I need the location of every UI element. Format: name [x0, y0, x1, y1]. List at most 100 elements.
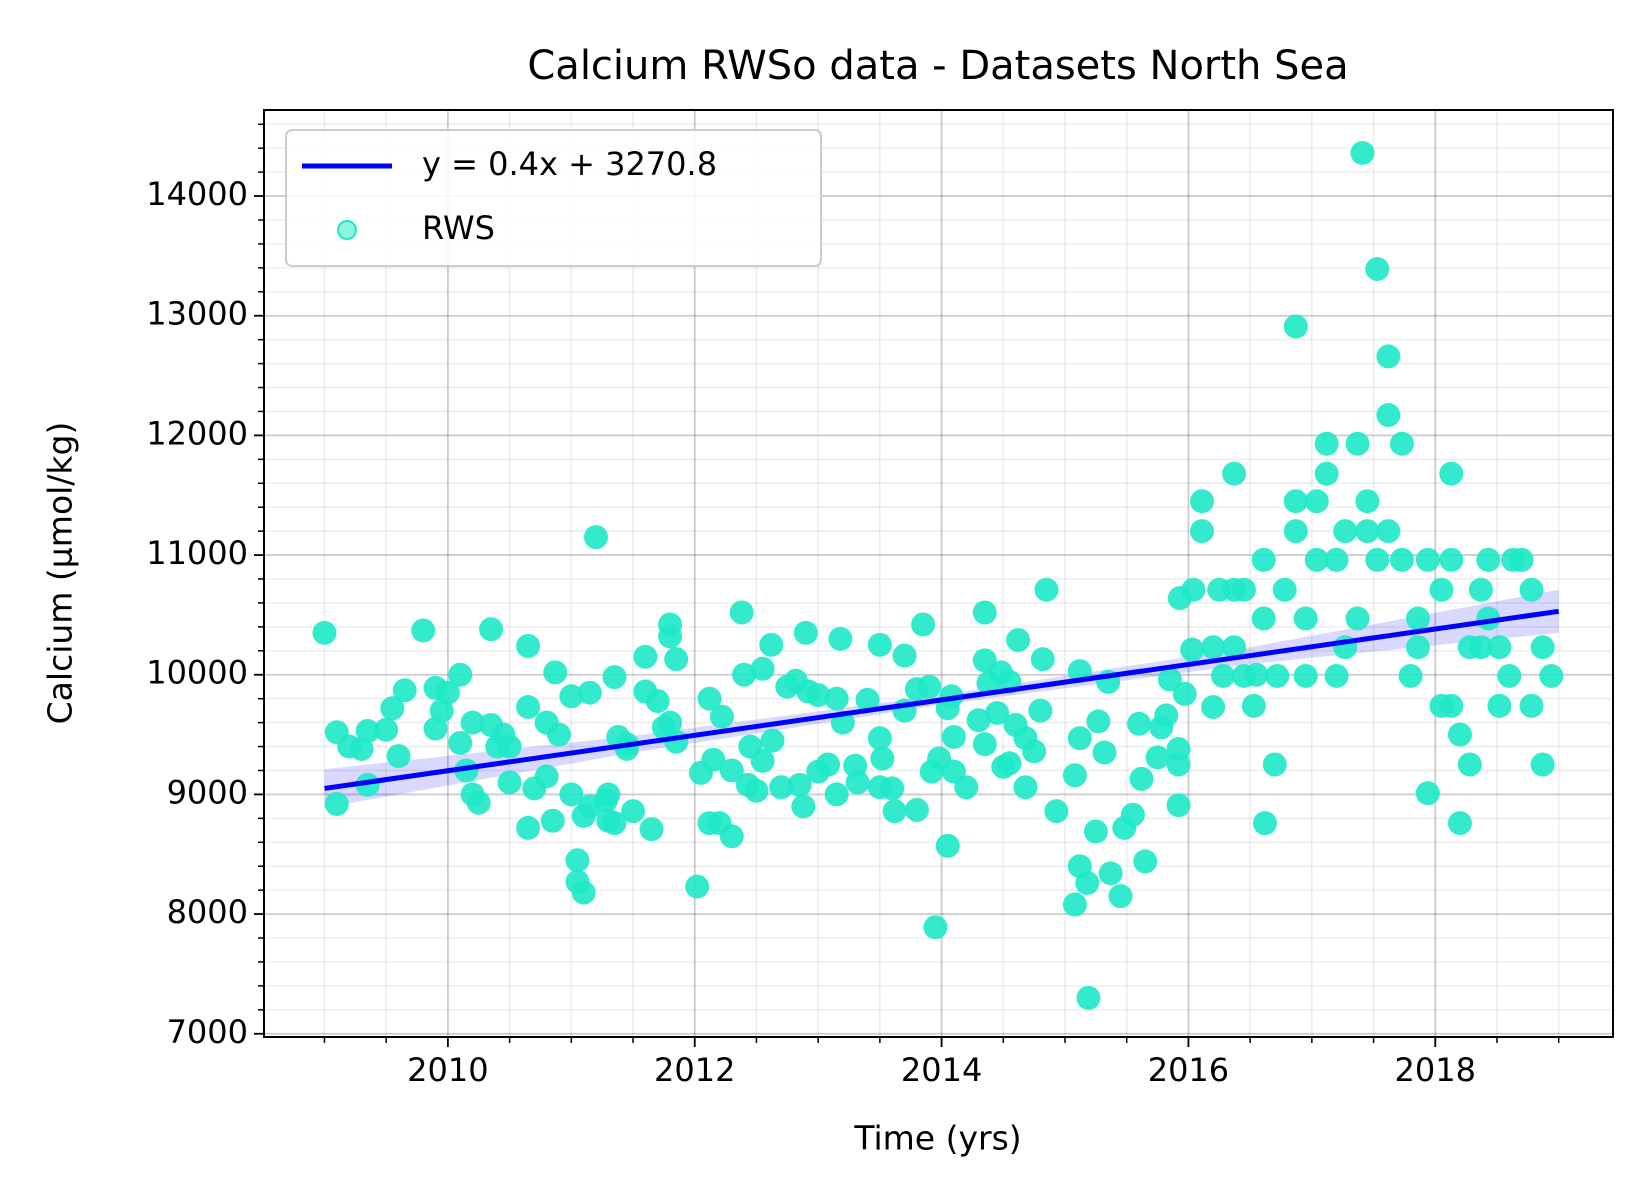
data-point	[1034, 577, 1059, 602]
data-point	[460, 710, 485, 735]
data-point	[867, 632, 892, 657]
data-point	[1376, 403, 1401, 428]
data-point	[824, 686, 849, 711]
data-point	[602, 811, 627, 836]
data-point	[1145, 745, 1170, 770]
data-point	[324, 791, 349, 816]
data-point	[1222, 461, 1247, 486]
data-point	[516, 815, 541, 840]
data-point	[750, 656, 775, 681]
data-point	[806, 683, 831, 708]
data-point	[923, 915, 948, 940]
trend-line	[324, 608, 1560, 791]
data-point	[732, 662, 757, 687]
data-point	[1262, 752, 1287, 777]
y-tick-label: 9000	[167, 773, 248, 811]
data-point	[1376, 344, 1401, 369]
data-point	[760, 728, 785, 753]
data-point	[1231, 577, 1256, 602]
data-point	[1283, 519, 1308, 544]
data-point	[1172, 681, 1197, 706]
data-point	[411, 618, 436, 643]
y-tick-label: 11000	[146, 534, 248, 572]
data-point	[645, 689, 670, 714]
data-point	[1251, 547, 1276, 572]
data-point	[1013, 775, 1038, 800]
y-tick-label: 13000	[146, 295, 248, 333]
data-point	[497, 770, 522, 795]
data-point	[658, 710, 683, 735]
data-point	[1075, 870, 1100, 895]
data-point	[709, 704, 734, 729]
x-tick-label: 2014	[901, 1051, 982, 1089]
data-point	[1350, 140, 1375, 165]
data-point	[1439, 461, 1464, 486]
data-point	[392, 678, 417, 703]
data-point	[1345, 431, 1370, 456]
data-point	[1530, 635, 1555, 660]
data-point	[1120, 802, 1145, 827]
data-point	[1067, 726, 1092, 751]
data-point	[516, 634, 541, 659]
data-point	[1333, 519, 1358, 544]
data-point	[664, 647, 689, 672]
data-point	[1293, 663, 1318, 688]
data-point	[750, 748, 775, 773]
data-point	[596, 782, 621, 807]
legend-label: RWS	[422, 209, 495, 247]
legend-box	[285, 129, 822, 267]
data-point	[911, 612, 936, 637]
y-tick-label: 8000	[167, 893, 248, 931]
data-point	[793, 620, 818, 645]
data-point	[1530, 752, 1555, 777]
data-point	[355, 772, 380, 797]
data-point	[1062, 763, 1087, 788]
data-point	[1487, 693, 1512, 718]
data-point	[719, 758, 744, 783]
data-point	[1324, 663, 1349, 688]
data-point	[972, 732, 997, 757]
data-point	[1076, 985, 1101, 1010]
data-point	[985, 701, 1010, 726]
x-tick-label: 2010	[407, 1051, 488, 1089]
data-point	[312, 620, 337, 645]
data-point	[935, 833, 960, 858]
data-point	[892, 643, 917, 668]
data-point	[543, 660, 568, 685]
data-point	[1086, 709, 1111, 734]
y-tick-label: 7000	[167, 1013, 248, 1051]
data-point	[917, 674, 942, 699]
data-point	[1244, 662, 1269, 687]
data-point	[1127, 711, 1152, 736]
data-point	[1324, 547, 1349, 572]
data-point	[1252, 811, 1277, 836]
data-point	[380, 696, 405, 721]
data-point	[1345, 606, 1370, 631]
chart-title: Calcium RWSo data - Datasets North Sea	[527, 43, 1348, 89]
x-tick-label: 2018	[1395, 1051, 1476, 1089]
y-tick-label: 14000	[146, 175, 248, 213]
data-point	[448, 730, 473, 755]
data-point	[787, 772, 812, 797]
data-point	[1497, 663, 1522, 688]
data-point	[1304, 547, 1329, 572]
data-point	[941, 724, 966, 749]
data-point	[855, 687, 880, 712]
data-point	[1405, 635, 1430, 660]
data-point	[448, 662, 473, 687]
data-point	[729, 600, 754, 625]
data-point	[1098, 861, 1123, 886]
legend-marker	[337, 220, 357, 240]
data-point	[1376, 519, 1401, 544]
data-point	[1314, 461, 1339, 486]
data-point	[1265, 663, 1290, 688]
data-point	[565, 848, 590, 873]
data-point	[1314, 431, 1339, 456]
data-point	[633, 644, 658, 669]
data-point	[685, 874, 710, 899]
data-point	[867, 726, 892, 751]
data-point	[1092, 740, 1117, 765]
data-point	[1190, 519, 1215, 544]
data-point	[697, 686, 722, 711]
